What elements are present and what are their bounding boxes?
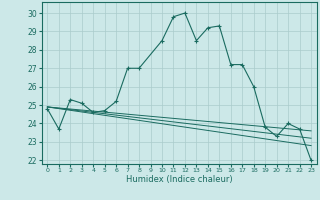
X-axis label: Humidex (Indice chaleur): Humidex (Indice chaleur)	[126, 175, 233, 184]
